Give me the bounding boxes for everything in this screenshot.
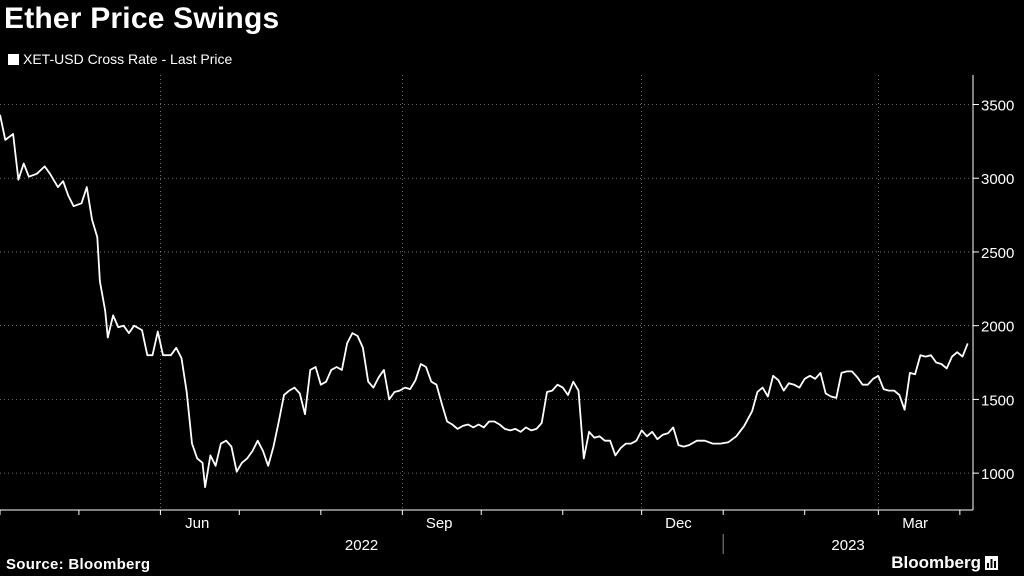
chart-title: Ether Price Swings [4, 2, 280, 35]
x-year-label: 2023 [831, 537, 864, 554]
legend-swatch [8, 53, 19, 65]
series-line-xet-usd [0, 114, 969, 488]
x-year-label: 2022 [345, 537, 378, 554]
legend: XET-USD Cross Rate - Last Price [8, 51, 232, 67]
brand-logo: Bloomberg [891, 553, 998, 573]
y-tick-label: 1500 [981, 392, 1014, 409]
bar-chart-icon [985, 556, 998, 570]
y-tick-label: 1000 [981, 466, 1014, 483]
y-tick-label: 2500 [981, 245, 1014, 262]
brand-label: Bloomberg [891, 553, 981, 572]
x-tick-label: Dec [665, 515, 692, 532]
x-tick-label: Mar [902, 515, 928, 532]
x-tick-label: Jun [185, 515, 209, 532]
y-tick-label: 3000 [981, 171, 1014, 188]
x-tick-label: Sep [426, 515, 453, 532]
legend-label: XET-USD Cross Rate - Last Price [23, 51, 233, 67]
y-tick-label: 3500 [981, 97, 1014, 114]
source-note: Source: Bloomberg [6, 556, 151, 573]
y-tick-label: 2000 [981, 319, 1014, 336]
